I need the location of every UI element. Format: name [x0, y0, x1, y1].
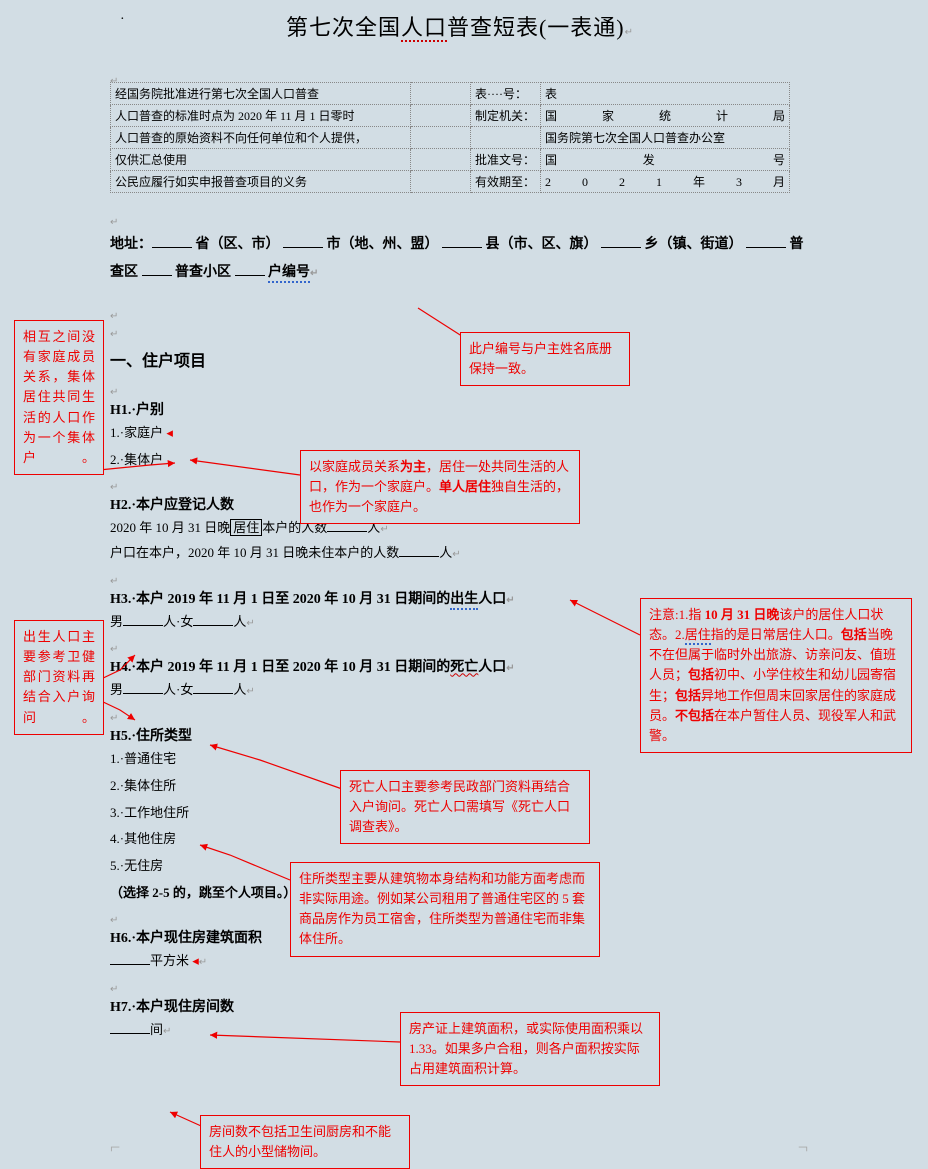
crop-mark-left: ⌐	[110, 1137, 120, 1158]
table-row: 公民应履行如实申报普查项目的义务 有效期至： 2 0 2 1 年 3 月	[111, 171, 790, 193]
h1-opt-1: 1.·家庭户 ◂	[110, 421, 810, 446]
callout-rooms: 房间数不包括卫生间厨房和不能住人的小型储物间。	[200, 1115, 410, 1169]
table-row: 人口普查的标准时点为 2020 年 11 月 1 日零时 制定机关： 国 家 统…	[111, 105, 790, 127]
info-table: 经国务院批准进行第七次全国人口普查 表····号： 表 人口普查的标准时点为 2…	[110, 82, 790, 193]
callout-death-ref: 死亡人口主要参考民政部门资料再结合入户询问。死亡人口需填写《死亡人口调查表》。	[340, 770, 590, 844]
dot-mark: ·	[120, 12, 125, 28]
page-title: 第七次全国人口普查短表(一表通)↵	[110, 10, 810, 42]
callout-residence-note: 注意:1.指 10 月 31 日晚该户的居住人口状态。2.居住指的是日常居住人口…	[640, 598, 912, 753]
h1-label: H1.·户别	[110, 399, 810, 419]
callout-family-household: 以家庭成员关系为主，居住一处共同生活的人口，作为一个家庭户。单人居住独自生活的，…	[300, 450, 580, 524]
table-row: 人口普查的原始资料不向任何单位和个人提供， 国务院第七次全国人口普查办公室	[111, 127, 790, 149]
callout-collective-household: 相互之间没有家庭成员关系，集体居住共同生活的人口作为一个集体户。	[14, 320, 104, 475]
table-row: 经国务院批准进行第七次全国人口普查 表····号： 表	[111, 83, 790, 105]
callout-residence-type: 住所类型主要从建筑物本身结构和功能方面考虑而非实际用途。例如某公司租用了普通住宅…	[290, 862, 600, 957]
address-line: 地址： 省（区、市） 市（地、州、盟） 县（市、区、旗） 乡（镇、街道） 普查区…	[110, 231, 810, 287]
callout-hubianhao: 此户编号与户主姓名底册保持一致。	[460, 332, 630, 386]
table-row: 仅供汇总使用 批准文号： 国 发 号	[111, 149, 790, 171]
crop-mark-right: ¬	[798, 1137, 808, 1158]
callout-area: 房产证上建筑面积，或实际使用面积乘以 1.33。如果多户合租，则各户面积按实际占…	[400, 1012, 660, 1086]
callout-birth-ref: 出生人口主要参考卫健部门资料再结合入户询问。	[14, 620, 104, 735]
